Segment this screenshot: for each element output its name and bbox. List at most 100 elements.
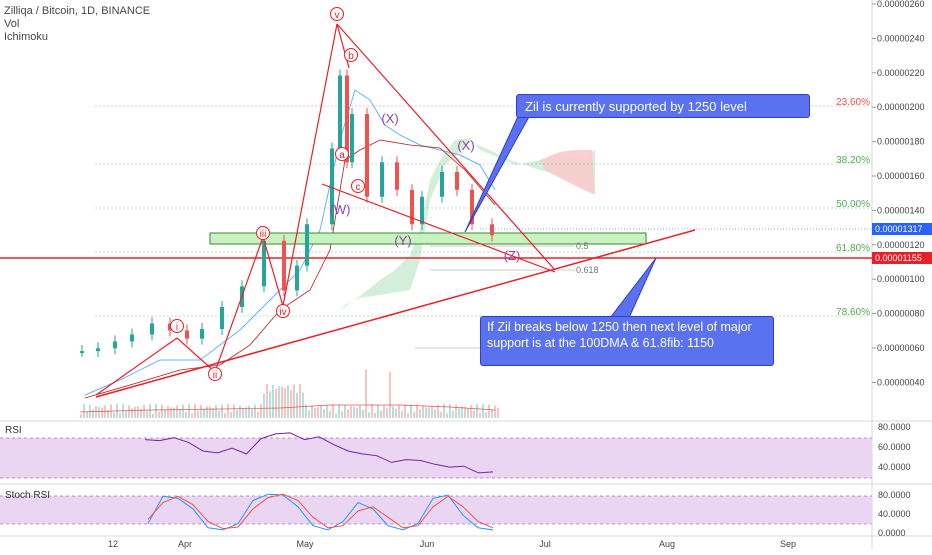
volume-bar <box>215 405 217 418</box>
y-tick-label: 0.00000120 <box>877 240 925 250</box>
volume-bar <box>350 405 352 418</box>
volume-ma-line <box>79 404 496 413</box>
volume-bar <box>479 413 481 418</box>
wave-label-circle <box>208 367 222 381</box>
volume-bar <box>140 408 142 418</box>
volume-bar <box>98 407 100 418</box>
volume-bar <box>152 413 154 418</box>
x-tick-label: Sep <box>780 539 796 549</box>
volume-bar <box>137 406 139 418</box>
wave-label-text: v <box>335 10 340 21</box>
volume-bar <box>317 406 319 418</box>
x-tick-label: Apr <box>178 539 192 549</box>
volume-bar <box>248 405 250 418</box>
volume-bar <box>491 409 493 418</box>
volume-bar <box>230 412 232 418</box>
ichimoku-cloud-bearish <box>540 150 595 195</box>
volume-bar <box>347 409 349 418</box>
volume-bar <box>254 404 256 418</box>
volume-bar <box>404 404 406 418</box>
volume-bar <box>167 405 169 418</box>
candle-body <box>380 162 384 197</box>
fib-level-label: 61.80% <box>836 243 870 254</box>
volume-bar <box>368 412 370 418</box>
callout-current-support[interactable]: Zil is currently supported by 1250 level <box>516 94 810 118</box>
wave-label-circle <box>344 48 358 62</box>
volume-bar <box>212 408 214 418</box>
volume-bar <box>197 410 199 418</box>
volume-bar <box>443 404 445 418</box>
volume-bar <box>458 408 460 418</box>
candle-body <box>185 330 189 339</box>
volume-bar <box>161 404 163 418</box>
wave-label-text: ii <box>213 370 217 381</box>
candle-body <box>410 189 414 225</box>
volume-bar <box>101 407 103 418</box>
current-price-tag <box>872 223 932 235</box>
volume-indicator-label: Vol <box>4 18 20 30</box>
wave-label-circle <box>330 7 344 21</box>
volume-bar <box>83 404 85 418</box>
candle-body <box>455 171 459 190</box>
candle-body <box>150 323 154 335</box>
volume-bar <box>104 405 106 418</box>
x-tick-label: Jul <box>539 539 551 549</box>
fib-ref-label: 0.618 <box>576 265 599 275</box>
candle-body <box>305 224 309 266</box>
volume-bar <box>311 405 313 418</box>
volume-bar <box>344 404 346 418</box>
y-tick-label: 0.00000200 <box>877 102 925 112</box>
rsi-tick: 80.0000 <box>878 422 911 432</box>
candle-body <box>262 240 266 287</box>
volume-bar <box>107 410 109 418</box>
candle-body <box>338 75 342 149</box>
ichimoku-indicator-label: Ichimoku <box>4 31 49 43</box>
corrective-wave-label: (X) <box>457 138 474 153</box>
fib-level-label: 50.00% <box>836 199 870 210</box>
volume-bar <box>389 371 391 418</box>
volume-bar <box>131 408 133 418</box>
rsi-tick: 40.0000 <box>878 462 911 472</box>
wave-label-circle <box>170 319 184 333</box>
volume-bar <box>287 385 289 418</box>
volume-bar <box>422 405 424 418</box>
volume-bar <box>419 409 421 418</box>
volume-bar <box>467 408 469 418</box>
volume-bar <box>371 404 373 418</box>
volume-bar <box>113 412 115 418</box>
volume-bar <box>338 404 340 418</box>
candle-body <box>470 189 474 225</box>
volume-bar <box>92 409 94 418</box>
volume-bar <box>329 411 331 418</box>
triangle-upper <box>336 23 556 271</box>
wave-label-text: c <box>356 182 361 193</box>
volume-bar <box>398 404 400 418</box>
y-tick-label: 0.00000240 <box>877 33 925 43</box>
x-tick-label: 12 <box>108 539 118 549</box>
rsi-label: RSI <box>5 425 22 436</box>
stoch-band <box>0 496 872 524</box>
callout-next-support[interactable]: If Zil breaks below 1250 then next level… <box>480 316 774 366</box>
stoch-k-line <box>147 493 494 531</box>
volume-bar <box>242 407 244 418</box>
y-tick-label: 0.00000260 <box>877 0 925 9</box>
wave-label-circle <box>276 304 290 318</box>
wave-label-circle <box>335 147 349 161</box>
volume-bar <box>128 405 130 418</box>
volume-bar <box>335 413 337 418</box>
volume-bar <box>452 410 454 418</box>
volume-bar <box>224 413 226 418</box>
wave-label-text: b <box>348 51 354 62</box>
y-tick-label: 0.00000180 <box>877 137 925 147</box>
fib-level-label: 38.20% <box>836 155 870 166</box>
fib-level-label: 23.60% <box>836 97 870 108</box>
volume-bar <box>410 404 412 418</box>
volume-bar <box>416 404 418 418</box>
volume-bar <box>251 409 253 418</box>
y-tick-label: 0.00000100 <box>877 274 925 284</box>
volume-bar <box>134 406 136 418</box>
candle-body <box>80 351 84 354</box>
candle-body <box>282 240 286 291</box>
